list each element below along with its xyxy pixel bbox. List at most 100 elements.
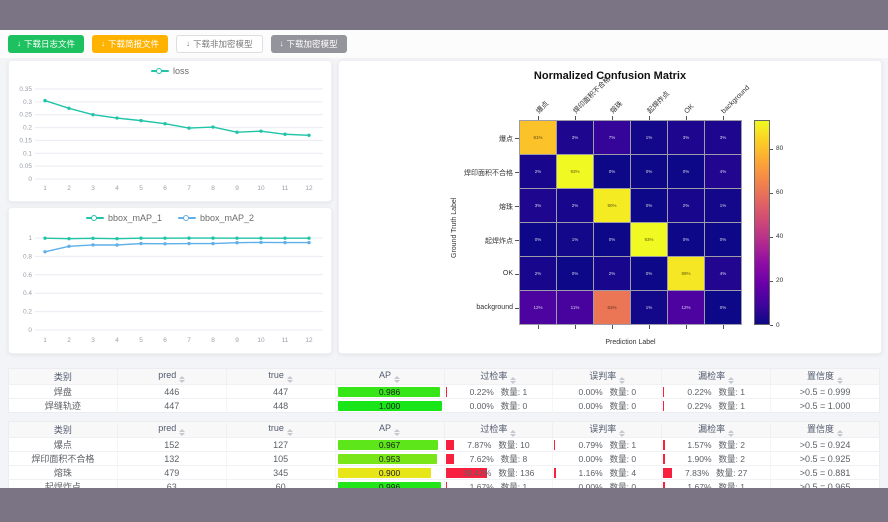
loss-line-chart: 00.050.10.150.20.250.30.351 2 3 4 5 6 7 8 9 10 11 1… xyxy=(19,86,323,192)
rate-percent: 7.87% xyxy=(467,439,492,450)
matrix-cell: 11% xyxy=(557,291,593,324)
cell-class: 爆点 xyxy=(8,437,118,452)
matrix-row-label: background xyxy=(476,303,513,311)
x-tick-label: 11 xyxy=(282,185,289,192)
download-report-button[interactable]: ↓ 下载简报文件 xyxy=(92,35,169,53)
column-header-label: pred xyxy=(158,423,177,433)
x-tick-label: 10 xyxy=(257,337,265,344)
sort-icon[interactable] xyxy=(619,430,626,437)
sort-icon[interactable] xyxy=(179,429,186,436)
rate-percent: 0.22% xyxy=(687,386,712,397)
x-tick-label: 9 xyxy=(235,337,239,344)
sort-icon[interactable] xyxy=(394,376,401,383)
ap-value: 1.000 xyxy=(378,400,401,411)
rate-percent: 1.57% xyxy=(687,439,712,450)
matrix-column-label: OK xyxy=(683,103,696,116)
bbox-map-line-chart: 00.20.40.60.811 2 3 4 5 6 7 8 9 10 11 12 xyxy=(23,235,323,344)
axis-tick xyxy=(686,116,687,120)
rate-percent: 1.16% xyxy=(578,467,603,478)
sort-icon[interactable] xyxy=(837,377,844,384)
rate-bar xyxy=(663,467,672,478)
axis-tick xyxy=(515,171,519,173)
matrix-cell: 93% xyxy=(631,223,667,256)
cell-miss-rate: 1.57% 数量: 2 xyxy=(661,437,771,452)
column-header-pred[interactable]: pred xyxy=(116,421,227,438)
legend-item-bbox_mAP_1[interactable]: bbox_mAP_1 xyxy=(85,213,162,223)
colorbar-tick-label: 20 xyxy=(776,277,784,285)
table-row: 焊印面积不合格 132 105 0.953 7.62% 数量: 8 0.00% 数量: 0 1.… xyxy=(8,451,880,466)
matrix-row-label: 焊印面积不合格 xyxy=(464,169,513,177)
column-header-pred[interactable]: pred xyxy=(116,368,227,385)
matrix-cell: 1% xyxy=(557,223,593,256)
download-log-button[interactable]: ↓ 下载日志文件 xyxy=(8,35,85,53)
table-row: 焊缝轨迹 447 448 1.000 0.00% 数量: 0 0.00% 数量: 0 0.22%… xyxy=(8,398,880,413)
caret-down-icon xyxy=(728,434,735,437)
column-header-ap[interactable]: AP xyxy=(334,368,444,385)
sort-icon[interactable] xyxy=(286,376,293,383)
rate-count: 数量: 1 xyxy=(609,439,637,450)
caret-down-icon xyxy=(510,434,517,437)
column-header-cls: 类别 xyxy=(8,368,118,385)
data-point xyxy=(163,242,167,246)
column-header-true[interactable]: true xyxy=(225,421,336,438)
colorbar xyxy=(754,120,770,325)
matrix-column-label: 爆点 xyxy=(535,100,551,116)
series-marker-icon xyxy=(85,214,104,222)
ap-bar xyxy=(337,453,437,464)
cell-over-rate: 0.22% 数量: 1 xyxy=(443,384,553,399)
header-row: 类别 pred true AP 过检率 误判率 漏检率 置信度 xyxy=(8,421,880,438)
sort-icon[interactable] xyxy=(728,430,735,437)
download-encrypted-model-button[interactable]: ↓ 下载加密模型 xyxy=(270,35,347,53)
matrix-cell: 3% xyxy=(557,121,593,154)
series-marker-icon xyxy=(150,67,169,75)
cell-miss-rate: 0.22% 数量: 1 xyxy=(661,398,771,413)
column-header-over[interactable]: 过检率 xyxy=(443,421,553,438)
rate-bar xyxy=(445,481,448,492)
legend-item-loss[interactable]: loss xyxy=(150,66,189,76)
data-point xyxy=(259,236,263,240)
data-point xyxy=(115,116,119,120)
cell-over-rate: 0.00% 数量: 0 xyxy=(443,398,553,413)
column-header-miss[interactable]: 漏检率 xyxy=(661,368,771,385)
sort-icon[interactable] xyxy=(837,430,844,437)
sort-icon[interactable] xyxy=(619,377,626,384)
column-header-mis[interactable]: 误判率 xyxy=(552,421,662,438)
column-header-ap[interactable]: AP xyxy=(334,421,444,438)
rate-wrap: 0.22% 数量: 1 xyxy=(445,386,552,397)
sort-icon[interactable] xyxy=(394,429,401,436)
column-header-conf[interactable]: 置信度 xyxy=(770,421,880,438)
column-header-over[interactable]: 过检率 xyxy=(443,368,553,385)
column-header-miss[interactable]: 漏检率 xyxy=(661,421,771,438)
axis-tick xyxy=(515,273,519,275)
caret-up-icon xyxy=(510,430,517,433)
axis-tick xyxy=(515,239,519,241)
sort-icon[interactable] xyxy=(510,430,517,437)
metrics-table-1: 类别 pred true AP 过检率 误判率 漏检率 置信度 焊盘 446 447 0.986 0.2… xyxy=(8,368,880,413)
caret-up-icon xyxy=(394,429,401,432)
x-tick-label: 5 xyxy=(139,337,143,344)
matrix-cell: 0% xyxy=(631,189,667,222)
x-tick-label: 10 xyxy=(257,185,265,192)
caret-up-icon xyxy=(619,377,626,380)
sort-icon[interactable] xyxy=(286,429,293,436)
legend-item-bbox_mAP_2[interactable]: bbox_mAP_2 xyxy=(178,213,254,223)
column-header-label: 置信度 xyxy=(807,424,835,434)
data-point xyxy=(307,240,311,245)
axis-tick xyxy=(515,137,519,139)
confusion-matrix-xlabel: Prediction Label xyxy=(605,339,656,346)
sort-icon[interactable] xyxy=(510,377,517,384)
download-icon: ↓ xyxy=(17,39,21,48)
column-header-conf[interactable]: 置信度 xyxy=(770,368,880,385)
y-tick-label: 0.2 xyxy=(23,125,32,132)
download-plain-model-button[interactable]: ↓ 下载非加密模型 xyxy=(176,35,263,53)
window-top-bar xyxy=(0,0,888,30)
column-header-mis[interactable]: 误判率 xyxy=(552,368,662,385)
cell-pred: 132 xyxy=(116,451,227,466)
cell-ap: 0.953 xyxy=(334,451,444,466)
sort-icon[interactable] xyxy=(179,376,186,383)
sort-icon[interactable] xyxy=(728,377,735,384)
data-point xyxy=(139,118,143,123)
cell-confidence: >0.5 = 0.881 xyxy=(770,465,880,480)
caret-down-icon xyxy=(837,381,844,384)
column-header-true[interactable]: true xyxy=(225,368,336,385)
